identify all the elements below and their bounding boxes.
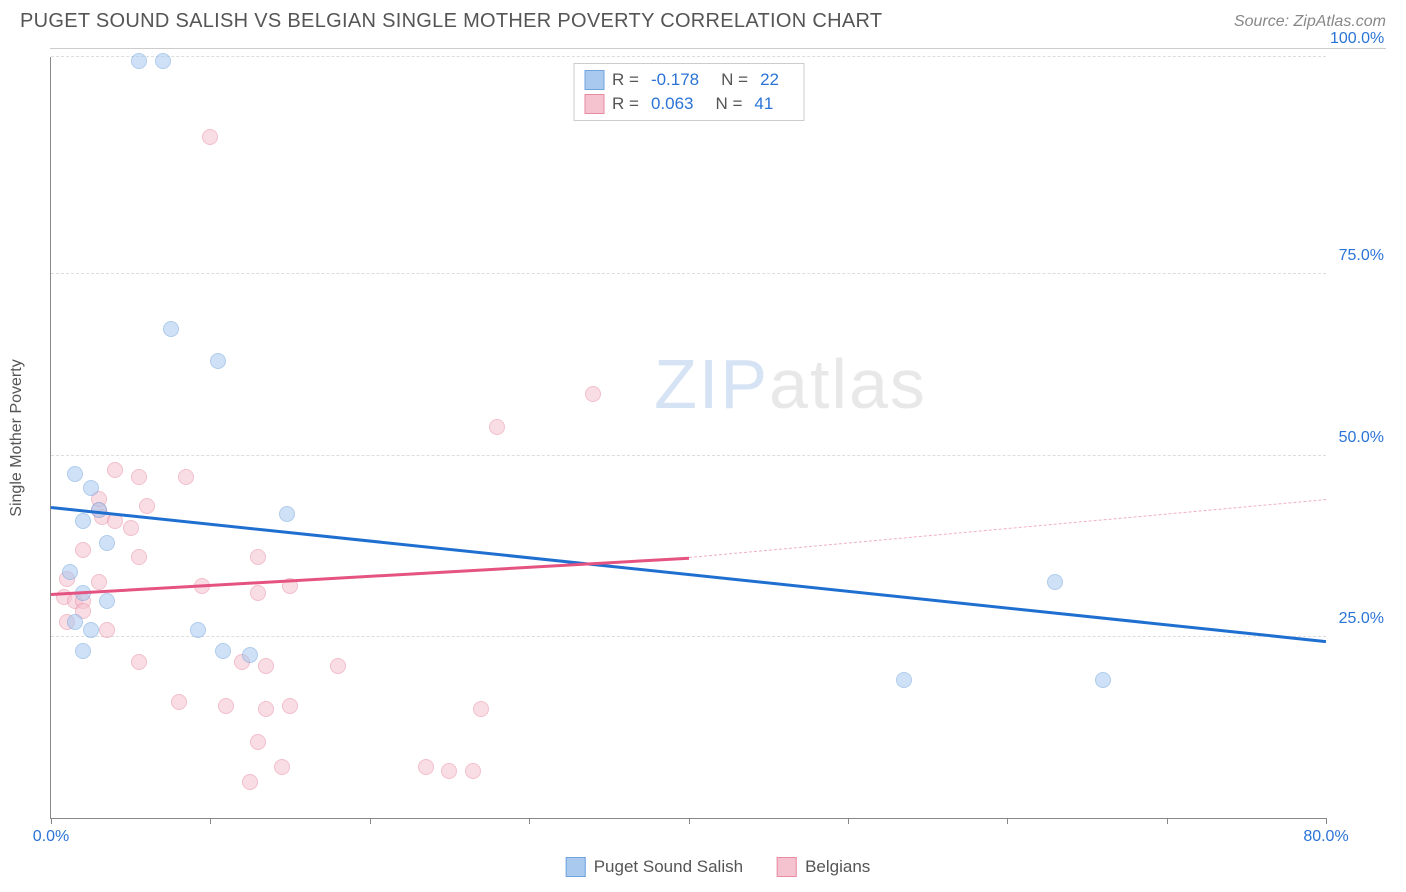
data-point xyxy=(131,549,147,565)
data-point xyxy=(178,469,194,485)
gridline xyxy=(51,455,1326,456)
data-point xyxy=(279,506,295,522)
data-point xyxy=(1095,672,1111,688)
legend-swatch-salish xyxy=(584,70,604,90)
data-point xyxy=(75,513,91,529)
legend-row-belgians: R = 0.063 N = 41 xyxy=(584,92,793,116)
gridline xyxy=(51,56,1326,57)
x-tick xyxy=(529,818,530,824)
data-point xyxy=(274,759,290,775)
data-point xyxy=(330,658,346,674)
data-point xyxy=(190,622,206,638)
x-tick xyxy=(848,818,849,824)
data-point xyxy=(99,622,115,638)
data-point xyxy=(242,774,258,790)
data-point xyxy=(1047,574,1063,590)
data-point xyxy=(473,701,489,717)
data-point xyxy=(210,353,226,369)
data-point xyxy=(155,53,171,69)
data-point xyxy=(163,321,179,337)
x-tick xyxy=(1167,818,1168,824)
data-point xyxy=(585,386,601,402)
legend-swatch-belgians xyxy=(777,857,797,877)
watermark-atlas: atlas xyxy=(769,345,927,423)
data-point xyxy=(99,593,115,609)
data-point xyxy=(250,734,266,750)
y-tick-label: 50.0% xyxy=(1330,429,1384,447)
data-point xyxy=(218,698,234,714)
data-point xyxy=(75,542,91,558)
x-tick xyxy=(1326,818,1327,824)
series-legend: Puget Sound Salish Belgians xyxy=(566,857,871,877)
source-attribution: Source: ZipAtlas.com xyxy=(1234,13,1386,31)
legend-r-label: R = xyxy=(612,70,639,90)
data-point xyxy=(75,643,91,659)
data-point xyxy=(83,480,99,496)
chart-title: PUGET SOUND SALISH VS BELGIAN SINGLE MOT… xyxy=(20,10,882,33)
trend-line xyxy=(51,557,689,596)
data-point xyxy=(242,647,258,663)
data-point xyxy=(83,622,99,638)
legend-swatch-belgians xyxy=(584,94,604,114)
watermark: ZIPatlas xyxy=(654,344,927,424)
data-point xyxy=(99,535,115,551)
x-tick xyxy=(689,818,690,824)
legend-row-salish: R = -0.178 N = 22 xyxy=(584,68,793,92)
chart-container: ZIPatlas Single Mother Poverty R = -0.17… xyxy=(50,48,1386,847)
x-tick-label: 80.0% xyxy=(1303,828,1348,846)
legend-n-belgians: 41 xyxy=(754,94,773,114)
legend-r-belgians: 0.063 xyxy=(651,94,694,114)
data-point xyxy=(62,564,78,580)
legend-swatch-salish xyxy=(566,857,586,877)
data-point xyxy=(139,498,155,514)
data-point xyxy=(215,643,231,659)
data-point xyxy=(250,585,266,601)
data-point xyxy=(67,614,83,630)
x-tick xyxy=(1007,818,1008,824)
legend-n-label: N = xyxy=(721,70,748,90)
data-point xyxy=(107,462,123,478)
plot-area: ZIPatlas Single Mother Poverty R = -0.17… xyxy=(50,57,1326,819)
y-tick-label: 75.0% xyxy=(1330,247,1384,265)
trend-line xyxy=(688,499,1326,558)
legend-label-salish: Puget Sound Salish xyxy=(594,857,743,877)
y-tick-label: 25.0% xyxy=(1330,610,1384,628)
data-point xyxy=(489,419,505,435)
x-tick-label: 0.0% xyxy=(33,828,69,846)
legend-r-salish: -0.178 xyxy=(651,70,699,90)
y-axis-label: Single Mother Poverty xyxy=(8,359,26,516)
data-point xyxy=(418,759,434,775)
x-tick xyxy=(210,818,211,824)
data-point xyxy=(131,469,147,485)
legend-r-label: R = xyxy=(612,94,639,114)
data-point xyxy=(171,694,187,710)
x-tick xyxy=(370,818,371,824)
data-point xyxy=(67,466,83,482)
legend-n-label: N = xyxy=(715,94,742,114)
trend-line xyxy=(51,506,1326,643)
data-point xyxy=(465,763,481,779)
watermark-zip: ZIP xyxy=(654,345,769,423)
data-point xyxy=(258,701,274,717)
data-point xyxy=(131,654,147,670)
data-point xyxy=(123,520,139,536)
gridline xyxy=(51,636,1326,637)
legend-n-salish: 22 xyxy=(760,70,779,90)
data-point xyxy=(202,129,218,145)
data-point xyxy=(131,53,147,69)
correlation-legend: R = -0.178 N = 22 R = 0.063 N = 41 xyxy=(573,63,804,121)
legend-label-belgians: Belgians xyxy=(805,857,870,877)
data-point xyxy=(258,658,274,674)
data-point xyxy=(91,574,107,590)
gridline xyxy=(51,273,1326,274)
data-point xyxy=(250,549,266,565)
y-tick-label: 100.0% xyxy=(1330,30,1384,48)
x-tick xyxy=(51,818,52,824)
data-point xyxy=(282,698,298,714)
data-point xyxy=(896,672,912,688)
data-point xyxy=(441,763,457,779)
